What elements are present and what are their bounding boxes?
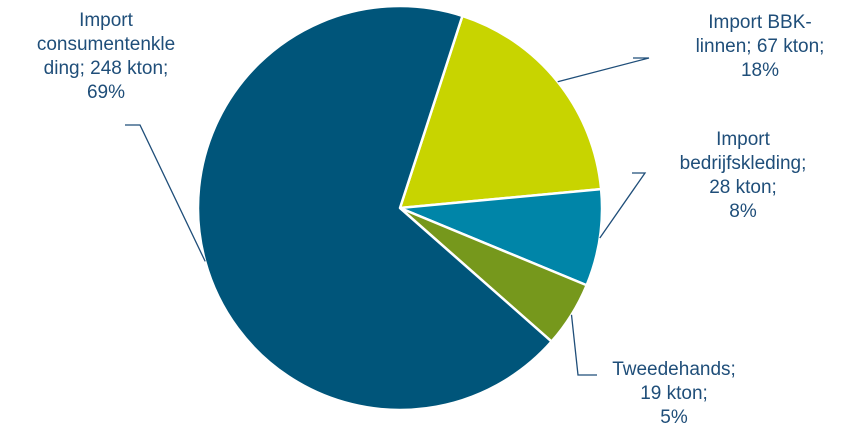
data-label-line: 8%	[729, 201, 757, 222]
pie-slice-import-bedrijfskleding	[398, 187, 604, 287]
data-label-line: Import	[716, 129, 771, 150]
data-label-line: consumentenkle	[37, 34, 175, 55]
data-label-line: Import BBK-	[708, 12, 811, 33]
data-label-line: 5%	[660, 407, 688, 428]
data-label-line: 19 kton;	[640, 383, 708, 404]
leader-line	[599, 172, 647, 239]
leader-line	[557, 57, 650, 83]
leader-line	[570, 314, 597, 376]
data-label-line: 69%	[87, 82, 125, 103]
leader-line	[125, 124, 206, 262]
leader-lines	[125, 57, 650, 376]
data-label: Import consumentenkle ding; 248 kton; 69%	[37, 10, 175, 103]
pie-slice-import-bbk-linnen	[398, 14, 603, 210]
data-labels: Import BBK-linnen; 67 kton; 18% Import bedr…	[37, 10, 825, 428]
data-label: Import BBK-linnen; 67 kton; 18%	[696, 12, 825, 81]
data-label-line: linnen; 67 kton;	[696, 36, 825, 57]
data-label: Tweedehands; 19 kton; 5%	[612, 359, 736, 428]
data-label-line: Import	[79, 10, 134, 31]
data-label-line: ding; 248 kton;	[44, 58, 169, 79]
data-label-line: 18%	[741, 60, 779, 81]
pie-slices	[196, 4, 604, 412]
data-label-line: 28 kton;	[709, 177, 777, 198]
data-label-line: bedrijfskleding;	[680, 153, 807, 174]
data-label-line: Tweedehands;	[612, 359, 736, 380]
data-label: Import bedrijfskleding; 28 kton; 8%	[680, 129, 807, 222]
